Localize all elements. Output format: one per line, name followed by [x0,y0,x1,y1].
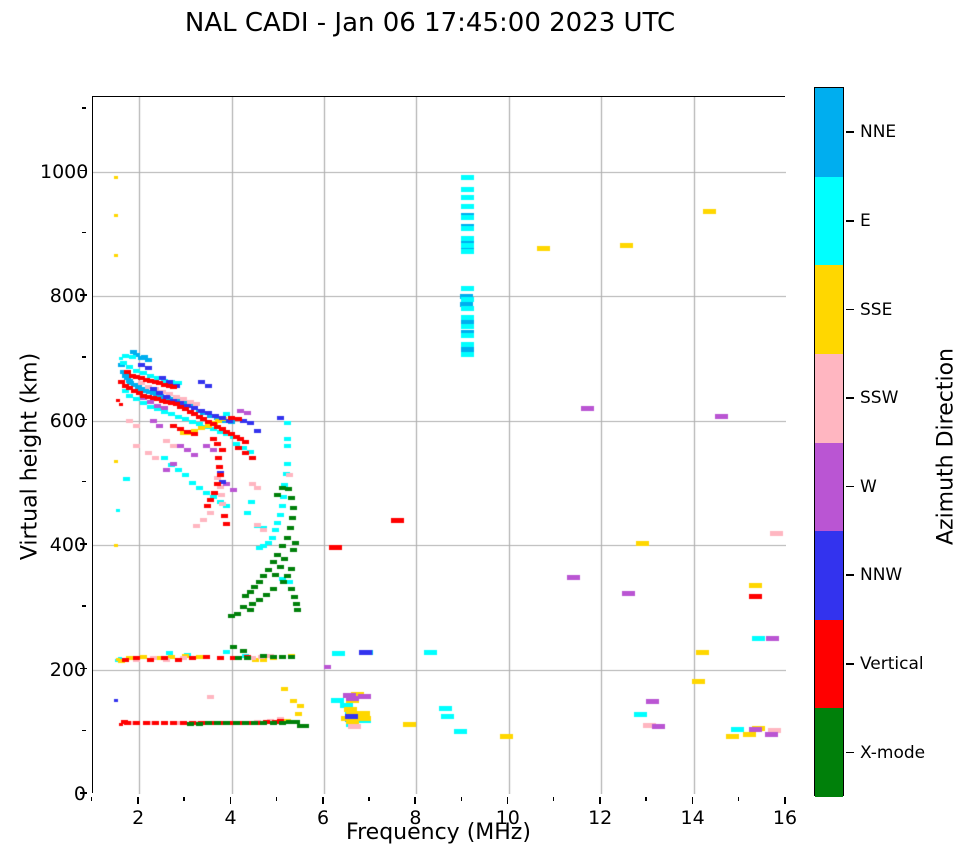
y-minor-tick [82,231,86,234]
colorbar-label-w: W [860,476,877,497]
y-tick-label: 1000 [40,160,89,183]
y-tick-mark [80,667,87,670]
x-tick-label: 14 [680,807,705,829]
y-tick-label: 600 [49,409,86,432]
x-tick-label: 16 [772,807,798,829]
y-axis-label: Virtual height (km) [17,352,43,561]
colorbar-tick [846,574,854,577]
x-minor-tick [553,797,555,801]
colorbar-label-sse: SSE [860,299,893,320]
x-tick-label: 12 [588,807,613,829]
colorbar-tick [846,485,854,488]
colorbar-labels: NNE E SSE SSW W NNW Vertical X-mode [846,87,946,796]
colorbar-title: Azimuth Direction [933,347,958,546]
colorbar-label-nne: NNE [860,122,897,143]
colorbar-label-x-mode: X-mode [860,742,926,763]
x-tick-mark [691,797,694,804]
colorbar-band-nne [815,88,843,177]
y-axis-ticks: 0 200 400 600 800 1000 [30,96,89,805]
colorbar-band-ssw [815,353,843,443]
x-tick-mark [137,797,139,804]
plot-area [92,96,786,794]
x-tick-label: 2 [132,807,145,829]
colorbar-tick [846,663,854,665]
x-tick-label: 6 [316,807,330,829]
colorbar-band-x-mode [815,708,843,797]
colorbar-label-nnw: NNW [860,565,903,586]
colorbar-label-e: E [860,210,871,231]
colorbar-tick [846,219,854,222]
y-minor-tick [82,729,86,732]
y-tick-mark [80,543,87,545]
colorbar-band-e [815,176,843,266]
x-minor-tick [91,797,93,801]
x-tick-mark [414,797,416,804]
ionogram-canvas [93,97,786,794]
x-axis-label: Frequency (MHz) [346,820,531,845]
colorbar-band-vertical [815,619,843,709]
y-tick-mark [80,294,87,296]
y-minor-tick [82,605,86,607]
y-tick-mark [80,418,87,421]
x-tick-mark [599,797,601,804]
x-minor-tick [645,797,647,801]
x-minor-tick [368,797,370,801]
x-tick-mark [784,797,786,804]
x-minor-tick [460,797,462,801]
figure-title: NAL CADI - Jan 06 17:45:00 2023 UTC [184,8,676,38]
y-minor-tick [82,356,86,358]
y-tick-label: 0 [73,783,86,805]
x-tick-label: 10 [495,807,520,829]
colorbar-tick [846,131,854,133]
colorbar [814,87,844,797]
x-tick-mark [506,797,509,804]
colorbar-label-vertical: Vertical [860,654,924,675]
colorbar-band-sse [815,265,843,354]
y-tick-mark [80,169,87,172]
x-axis-ticks: 2 4 6 8 10 12 14 16 [91,797,797,829]
colorbar-band-w [815,442,843,532]
x-tick-mark [322,797,324,804]
x-minor-tick [737,797,740,801]
colorbar-label-ssw: SSW [860,388,899,409]
colorbar-tick [846,308,854,311]
x-minor-tick [275,797,278,801]
y-minor-tick [82,107,86,109]
y-tick-label: 800 [49,285,86,308]
y-tick-mark [80,792,87,794]
colorbar-tick [846,397,854,399]
x-tick-mark [229,797,232,804]
colorbar-tick [846,751,854,754]
x-tick-label: 8 [409,807,422,829]
x-tick-label: 4 [224,807,237,829]
x-minor-tick [183,797,185,801]
y-tick-label: 400 [49,534,86,557]
y-minor-tick [82,480,86,483]
colorbar-band-nnw [815,531,843,620]
y-tick-label: 200 [49,658,86,681]
